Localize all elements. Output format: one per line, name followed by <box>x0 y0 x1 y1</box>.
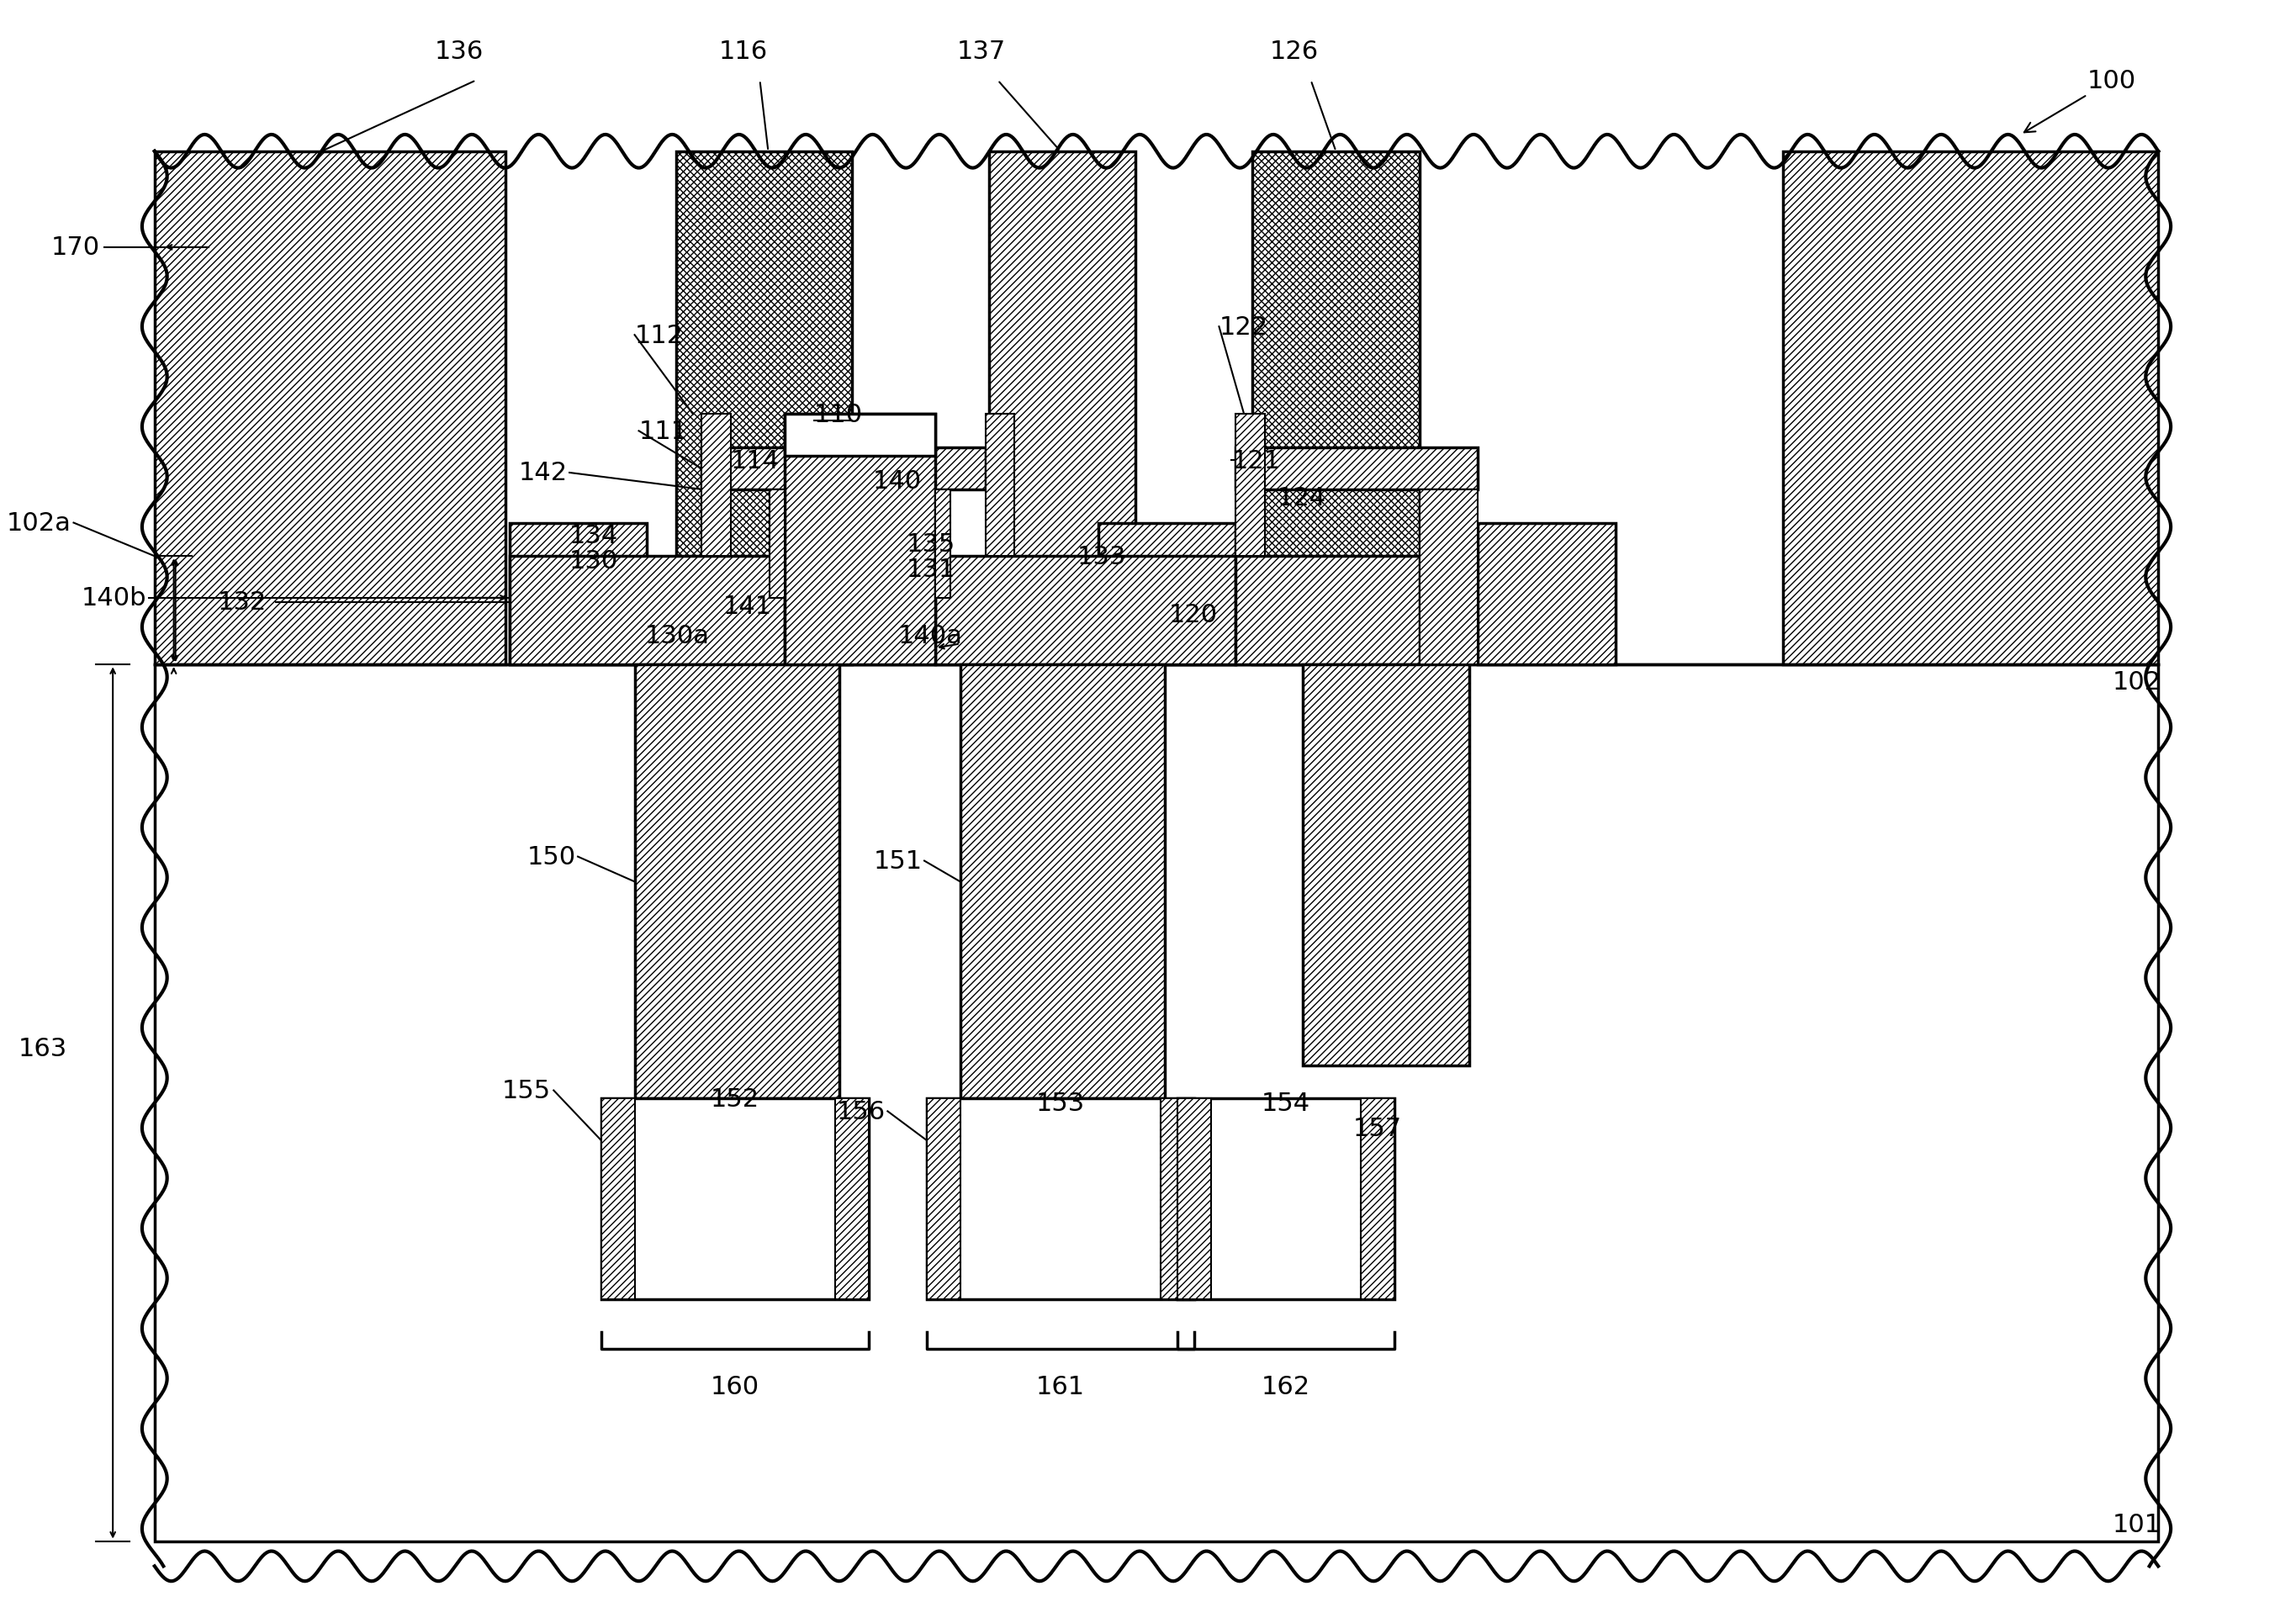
Text: 137: 137 <box>957 39 1006 63</box>
Text: 134: 134 <box>569 524 618 549</box>
Text: 111: 111 <box>638 419 689 443</box>
Bar <box>677 153 852 665</box>
Bar <box>928 1099 1194 1298</box>
Bar <box>1362 1099 1394 1298</box>
Text: 131: 131 <box>907 557 955 581</box>
Text: 121: 121 <box>1231 448 1281 472</box>
Text: 157: 157 <box>1352 1117 1401 1141</box>
Text: 140a: 140a <box>898 623 962 648</box>
Bar <box>602 1099 868 1298</box>
Text: 126: 126 <box>1270 39 1318 63</box>
Bar <box>700 415 730 557</box>
Text: 116: 116 <box>719 39 767 63</box>
Text: 130: 130 <box>569 549 618 573</box>
Bar <box>510 523 647 665</box>
Bar <box>836 1099 868 1298</box>
Text: 151: 151 <box>875 849 923 873</box>
Bar <box>1178 1099 1210 1298</box>
Text: 114: 114 <box>730 448 781 472</box>
Text: 102: 102 <box>2112 670 2161 695</box>
Text: 110: 110 <box>815 403 863 427</box>
Text: 163: 163 <box>18 1037 67 1061</box>
Text: 140b: 140b <box>80 586 147 610</box>
Text: 140: 140 <box>872 469 921 493</box>
Bar <box>1235 415 1265 557</box>
Text: 152: 152 <box>709 1087 760 1112</box>
Bar <box>1782 153 2158 665</box>
Bar <box>769 490 785 599</box>
Bar <box>928 1099 960 1298</box>
Text: 122: 122 <box>1219 315 1267 339</box>
Bar <box>634 665 838 1099</box>
Text: 130a: 130a <box>645 623 709 648</box>
Text: 100: 100 <box>2025 68 2135 133</box>
Text: 141: 141 <box>723 594 771 618</box>
Text: 120: 120 <box>1169 602 1217 626</box>
Bar <box>154 153 505 665</box>
Bar <box>1097 523 1235 665</box>
Text: 170: 170 <box>51 235 101 260</box>
Bar <box>1479 523 1616 665</box>
Text: 142: 142 <box>519 461 567 485</box>
Bar <box>985 415 1015 557</box>
Text: 135: 135 <box>907 532 955 557</box>
Text: 162: 162 <box>1261 1375 1311 1399</box>
Text: 124: 124 <box>1277 485 1327 510</box>
Text: 160: 160 <box>709 1375 760 1399</box>
Text: 132: 132 <box>218 591 266 615</box>
Bar <box>1251 153 1419 665</box>
Bar <box>1419 490 1479 665</box>
Text: 155: 155 <box>503 1078 551 1102</box>
Text: 154: 154 <box>1261 1091 1311 1115</box>
Bar <box>1235 557 1419 665</box>
Bar <box>510 557 785 665</box>
Bar <box>934 490 951 599</box>
Text: 150: 150 <box>528 846 576 870</box>
Bar <box>934 557 1235 665</box>
Bar <box>785 415 934 456</box>
Text: 156: 156 <box>836 1099 884 1123</box>
Bar <box>1159 1099 1194 1298</box>
Bar <box>1235 448 1479 490</box>
Bar <box>1178 1099 1394 1298</box>
Text: 153: 153 <box>1035 1091 1086 1115</box>
Text: 136: 136 <box>434 39 484 63</box>
Text: 133: 133 <box>1077 544 1127 568</box>
Bar <box>700 448 985 490</box>
Text: 112: 112 <box>634 323 684 347</box>
Bar <box>990 153 1137 665</box>
Bar <box>785 415 934 665</box>
Bar <box>154 665 2158 1542</box>
Bar <box>785 557 934 665</box>
Bar <box>960 665 1164 1099</box>
Text: 161: 161 <box>1035 1375 1084 1399</box>
Text: 102a: 102a <box>7 511 71 536</box>
Bar <box>602 1099 634 1298</box>
Text: 101: 101 <box>2112 1513 2161 1537</box>
Bar <box>1302 665 1469 1066</box>
